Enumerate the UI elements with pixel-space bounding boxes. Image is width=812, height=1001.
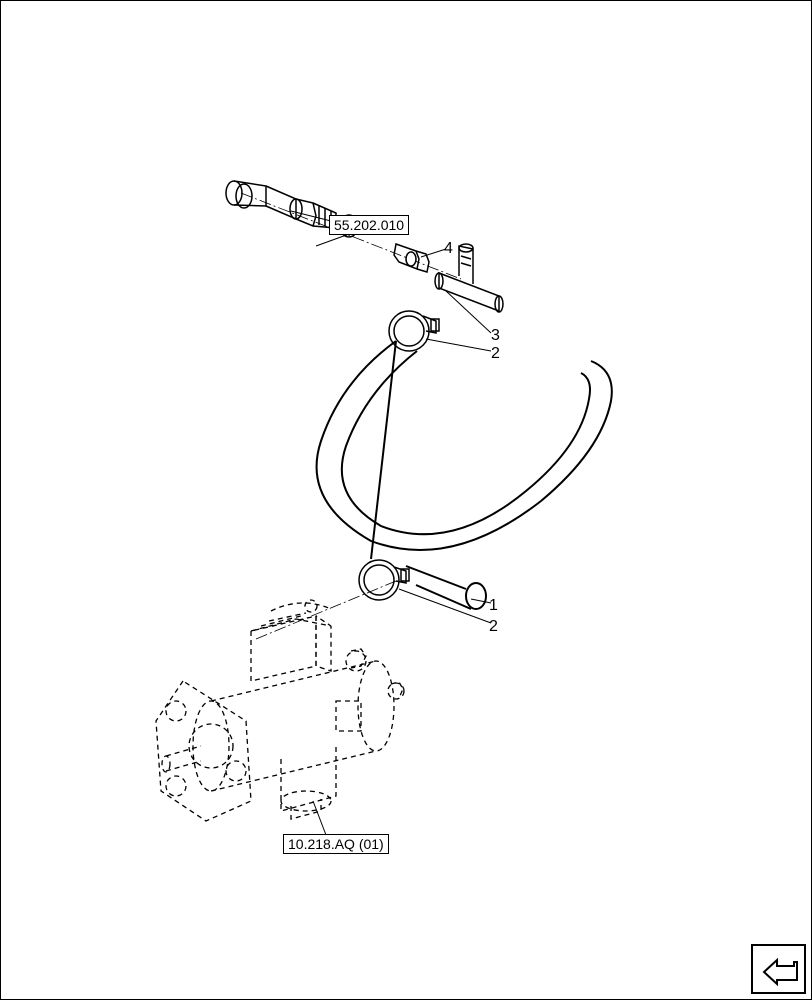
callout-4: 4 <box>444 240 453 258</box>
callout-2-lower: 2 <box>489 618 498 636</box>
hose-clamp-lower <box>359 560 409 600</box>
arrow-back-icon <box>759 952 799 987</box>
diagram-svg <box>1 1 812 1001</box>
callout-1: 1 <box>489 597 498 615</box>
back-nav-icon[interactable] <box>751 944 806 994</box>
ref-label-1-text: 55.202.010 <box>334 217 404 233</box>
nut-part <box>394 244 429 272</box>
parts-diagram: 55.202.010 10.218.AQ (01) 4 3 2 1 2 <box>1 1 811 999</box>
injection-pump-part <box>156 600 404 821</box>
ref-label-2-text: 10.218.AQ (01) <box>288 836 384 852</box>
ref-label-1: 55.202.010 <box>329 215 409 235</box>
hose-part <box>317 341 612 609</box>
callout-3: 3 <box>491 327 500 345</box>
callout-2-upper: 2 <box>491 345 500 363</box>
ref-label-2: 10.218.AQ (01) <box>283 834 389 854</box>
